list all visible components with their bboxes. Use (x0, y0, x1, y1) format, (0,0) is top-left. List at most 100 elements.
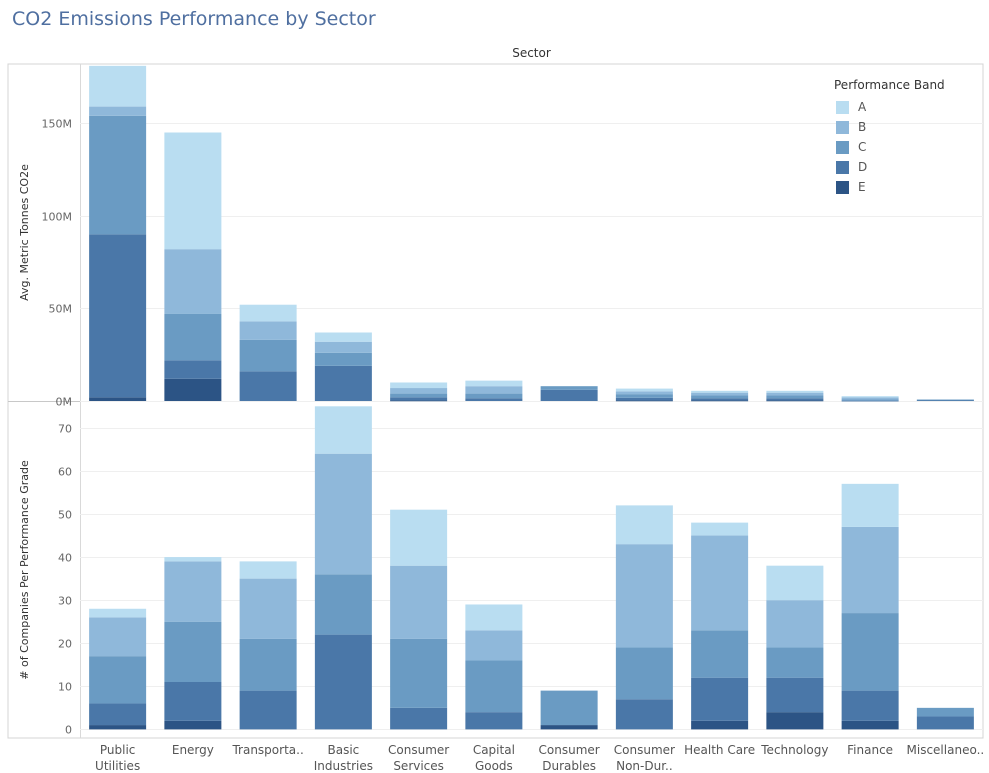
bar-segment-a (239, 561, 297, 579)
legend-item-d[interactable]: D (834, 157, 945, 177)
bar-segment-c (314, 574, 372, 635)
legend-label: E (858, 180, 866, 194)
bar-segment-b (615, 544, 673, 648)
bar-segment-e (766, 400, 824, 402)
x-category-label: Energy (172, 743, 214, 757)
bar-segment-c (164, 621, 222, 682)
bar-segment-e (615, 400, 673, 402)
bar-segment-a (841, 483, 899, 527)
y-tick-label: 150M (42, 118, 73, 131)
legend-swatch (836, 180, 849, 194)
legend-label: D (858, 160, 868, 174)
bar-segment-c (465, 393, 523, 399)
bar-segment-a (314, 332, 372, 342)
bar-segment-c (239, 638, 297, 691)
bar-segment-c (916, 399, 974, 401)
legend-label: A (858, 100, 867, 114)
y-tick-label: 70 (58, 423, 72, 436)
bar-segment-a (691, 390, 749, 393)
bar-segment-b (314, 341, 372, 353)
y-tick-label: 0 (65, 724, 72, 737)
x-category-label: Transporta.. (231, 743, 303, 757)
bar-segment-a (164, 557, 222, 562)
bar-segment-a (390, 382, 448, 389)
bar-segment-a (766, 565, 824, 601)
x-category-label: Health Care (684, 743, 755, 757)
bar-segment-a (841, 396, 899, 398)
bar-segment-c (841, 399, 899, 401)
legend-item-e[interactable]: E (834, 177, 945, 197)
bar-segment-e (691, 400, 749, 402)
y-tick-label: 50 (58, 509, 72, 522)
bar-segment-a (89, 608, 147, 618)
bar-segment-d (239, 371, 297, 401)
bar-segment-d (89, 234, 147, 398)
y-tick-label: 40 (58, 552, 72, 565)
chart-title: CO2 Emissions Performance by Sector (12, 8, 376, 30)
bar-segment-c (390, 638, 448, 708)
bar-segment-b (314, 453, 372, 575)
sector-column-header: Sector (512, 46, 551, 60)
bar-segment-b (465, 386, 523, 394)
bar-segment-b (239, 321, 297, 340)
bar-segment-d (390, 397, 448, 401)
bar-segment-a (691, 522, 749, 536)
y-tick-label: 100M (42, 211, 73, 224)
bar-segment-c (465, 660, 523, 713)
bar-segment-a (766, 390, 824, 393)
bar-segment-d (540, 389, 598, 401)
x-category-label: Non-Dur.. (616, 759, 673, 773)
x-category-label: Miscellaneo.. (907, 743, 985, 757)
bar-segment-c (766, 647, 824, 678)
bar-segment-a (465, 604, 523, 631)
x-category-label: Durables (542, 759, 596, 773)
bar-segment-c (615, 647, 673, 700)
legend-title: Performance Band (834, 78, 945, 92)
bar-segment-b (390, 388, 448, 394)
bar-segment-c (540, 690, 598, 726)
bar-segment-b (465, 630, 523, 661)
legend-swatch (836, 120, 849, 134)
bar-segment-b (691, 535, 749, 631)
bar-segment-a (239, 304, 297, 322)
legend-label: C (858, 140, 867, 154)
y-tick-label: 10 (58, 681, 72, 694)
x-category-label: Goods (475, 759, 513, 773)
bar-segment-e (841, 720, 899, 730)
bar-segment-c (164, 313, 222, 361)
bar-segment-e (164, 720, 222, 730)
legend-item-b[interactable]: B (834, 117, 945, 137)
bar-segment-d (916, 399, 974, 401)
x-category-label: Utilities (95, 759, 140, 773)
bar-segment-c (390, 393, 448, 398)
x-category-label: Industries (314, 759, 373, 773)
bar-segment-b (841, 397, 899, 400)
bar-segment-e (766, 712, 824, 730)
bar-segment-d (841, 400, 899, 402)
bar-segment-e (540, 725, 598, 730)
bar-segment-e (89, 725, 147, 730)
legend-item-c[interactable]: C (834, 137, 945, 157)
bar-segment-d (164, 682, 222, 721)
y-tick-label: 60 (58, 466, 72, 479)
bar-segment-d (465, 712, 523, 730)
bar-segment-d (691, 677, 749, 721)
bar-segment-e (89, 397, 147, 401)
bar-segment-d (239, 690, 297, 730)
x-category-label: Technology (760, 743, 828, 757)
bar-segment-c (766, 395, 824, 399)
bar-segment-d (164, 360, 222, 379)
bar-segment-b (766, 392, 824, 396)
bar-segment-c (691, 630, 749, 678)
x-category-label: Consumer (388, 743, 449, 757)
bar-segment-c (691, 395, 749, 399)
bar-segment-b (89, 106, 147, 116)
bar-segment-b (615, 391, 673, 395)
x-category-label: Finance (847, 743, 893, 757)
bar-segment-a (465, 380, 523, 387)
bar-segment-c (916, 707, 974, 717)
bar-segment-a (89, 65, 147, 107)
bar-segment-b (164, 561, 222, 622)
legend-item-a[interactable]: A (834, 97, 945, 117)
